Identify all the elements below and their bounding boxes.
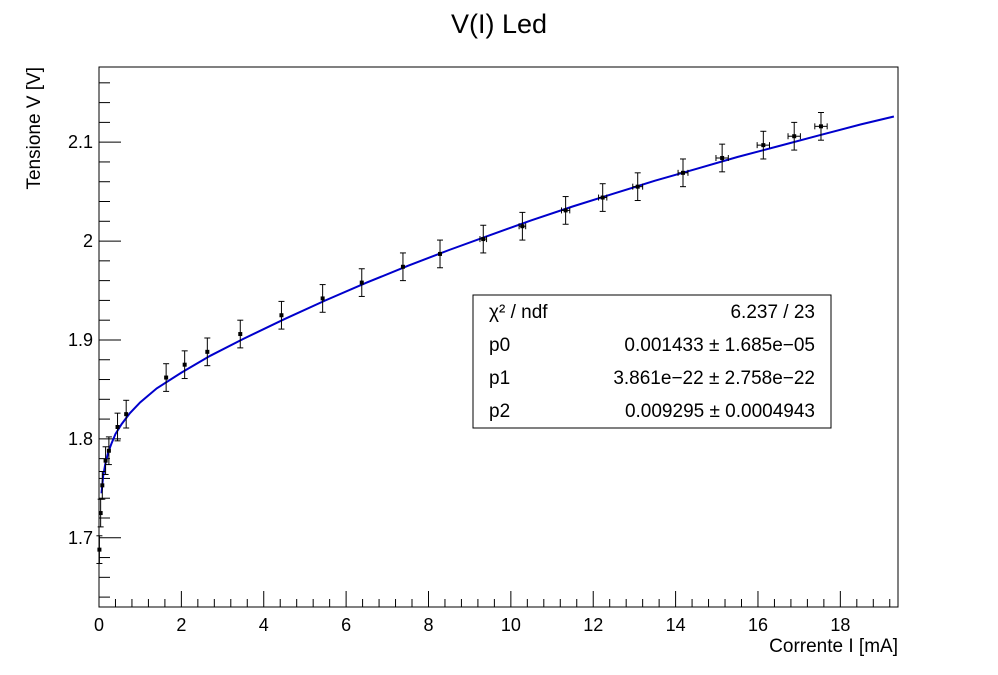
data-point-marker: [205, 349, 210, 354]
data-point-marker: [563, 208, 568, 213]
data-point: [787, 121, 801, 151]
data-point: [114, 412, 121, 442]
x-tick-label: 12: [583, 615, 603, 635]
data-point-marker: [400, 264, 405, 269]
data-point-marker: [438, 251, 443, 256]
data-point-marker: [182, 362, 187, 367]
data-point: [814, 111, 828, 141]
y-tick-label: 1.7: [68, 528, 93, 548]
data-point: [163, 363, 170, 392]
data-point: [319, 284, 326, 313]
data-point: [99, 471, 106, 500]
stats-value-p1: 3.861e−22 ± 2.758e−22: [613, 368, 815, 389]
data-points-group: [96, 111, 828, 564]
x-tick-label: 6: [341, 615, 351, 635]
data-point-marker: [635, 184, 640, 189]
data-point: [561, 196, 571, 225]
stats-box-frame: [472, 294, 832, 429]
x-tick-label: 16: [748, 615, 768, 635]
data-point-marker: [115, 425, 120, 429]
stats-box: χ² / ndf 6.237 / 23 p0 0.001433 ± 1.685e…: [472, 294, 832, 429]
x-tick-label: 8: [423, 615, 433, 635]
stats-label-p1: p1: [489, 368, 510, 389]
data-point-marker: [761, 143, 766, 148]
data-point-marker: [97, 547, 102, 552]
data-point-marker: [164, 375, 169, 380]
x-axis-ticks: 0 2 4 6 8 10 12 14 16 18: [94, 591, 891, 635]
data-point: [437, 239, 444, 269]
y-axis-label: Tensione V [V]: [24, 67, 45, 190]
fit-curve: [100, 115, 895, 494]
data-point-marker: [720, 155, 725, 160]
data-point-marker: [320, 296, 325, 301]
fit-curve-group: [100, 115, 895, 494]
y-tick-label: 1.9: [68, 330, 93, 350]
stats-label-p2: p2: [489, 401, 510, 422]
data-point: [105, 436, 112, 466]
data-point-marker: [124, 412, 129, 417]
stats-value-chi2: 6.237 / 23: [730, 302, 815, 323]
data-point-marker: [818, 124, 823, 129]
data-point-marker: [359, 280, 364, 285]
data-point: [237, 319, 244, 349]
data-point: [399, 252, 406, 282]
stats-value-p0: 0.001433 ± 1.685e−05: [624, 335, 815, 356]
data-point-marker: [98, 511, 103, 516]
data-point: [479, 224, 488, 254]
x-axis-label: Corrente I [mA]: [769, 636, 898, 657]
stats-label-p0: p0: [489, 335, 510, 356]
data-point-marker: [600, 195, 605, 200]
data-point: [358, 268, 365, 297]
chart-title: V(I) Led: [451, 9, 547, 39]
data-point-marker: [279, 313, 284, 318]
stats-value-p2: 0.009295 ± 0.0004943: [625, 401, 815, 422]
data-point: [96, 535, 103, 564]
data-point: [677, 158, 689, 188]
x-tick-label: 4: [259, 615, 269, 635]
data-point: [204, 337, 211, 367]
data-point-marker: [520, 224, 525, 229]
y-tick-label: 1.8: [68, 429, 93, 449]
data-point: [123, 399, 130, 429]
plot-frame: [98, 66, 899, 608]
y-tick-label: 2.1: [68, 132, 93, 152]
data-point-marker: [103, 458, 108, 463]
data-point-marker: [792, 134, 797, 139]
y-axis-ticks: 1.7 1.8 1.9 2 2.1: [68, 82, 121, 598]
y-tick-label: 2: [83, 231, 93, 251]
data-point: [598, 183, 608, 212]
data-point-marker: [100, 483, 105, 488]
data-point: [278, 300, 285, 330]
data-point-marker: [681, 170, 686, 175]
data-point: [715, 143, 729, 173]
x-tick-label: 2: [176, 615, 186, 635]
x-tick-label: 14: [666, 615, 686, 635]
data-point-marker: [106, 448, 111, 453]
stats-label-chi2: χ² / ndf: [489, 302, 548, 323]
x-tick-label: 18: [830, 615, 850, 635]
data-point: [632, 172, 644, 202]
data-point: [102, 446, 109, 475]
x-tick-label: 0: [94, 615, 104, 635]
data-point: [181, 350, 188, 380]
data-point: [756, 130, 771, 160]
x-tick-label: 10: [501, 615, 521, 635]
data-point: [518, 211, 527, 241]
data-point-marker: [238, 332, 243, 337]
data-point-marker: [481, 237, 486, 242]
